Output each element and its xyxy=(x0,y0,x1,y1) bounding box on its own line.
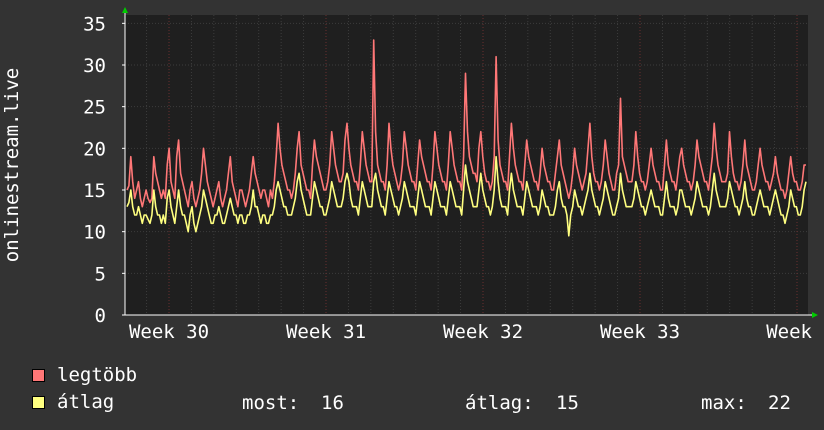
line-chart: 0 5 10 15 20 25 30 35 Week 30 Week 31 Week 32 Week … xyxy=(1,7,818,343)
y-tick-label: 35 xyxy=(83,13,106,35)
stat-avg-value: 15 xyxy=(556,392,579,414)
series-line-max xyxy=(126,39,806,208)
y-tick-label: 15 xyxy=(83,180,106,202)
y-tick-label: 30 xyxy=(83,55,106,77)
x-tick-label: Week 31 xyxy=(286,321,366,343)
legend-label-max: legtöbb xyxy=(57,364,138,386)
x-tick-label: Week xyxy=(766,321,812,343)
legend-item-max: legtöbb xyxy=(32,364,138,386)
legend-swatch-max xyxy=(32,368,45,382)
legend-swatch-avg xyxy=(32,395,45,409)
x-tick-label: Week 32 xyxy=(443,321,523,343)
legend-label-avg: átlag xyxy=(57,391,115,413)
x-axis-arrow-icon xyxy=(812,312,818,318)
plot-area xyxy=(125,15,808,315)
x-tick-label: Week 33 xyxy=(600,321,680,343)
stat-avg-label: átlag: xyxy=(465,392,534,414)
y-axis-arrow-icon xyxy=(122,7,128,13)
y-tick-label: 25 xyxy=(83,97,106,119)
x-tick-label: Week 30 xyxy=(129,321,209,343)
y-tick-label: 10 xyxy=(83,222,106,244)
y-tick-label: 20 xyxy=(83,138,106,160)
y-axis-title: onlinestream.live xyxy=(1,68,23,262)
y-tick-label: 5 xyxy=(95,263,106,285)
stat-max-value: 22 xyxy=(768,392,791,414)
legend-item-avg: átlag xyxy=(32,391,115,413)
y-tick-label: 0 xyxy=(95,305,106,327)
series-line-avg xyxy=(126,155,807,237)
stat-now-value: 16 xyxy=(321,392,344,414)
stat-now-label: most: xyxy=(242,392,300,414)
stat-max-label: max: xyxy=(701,392,747,414)
